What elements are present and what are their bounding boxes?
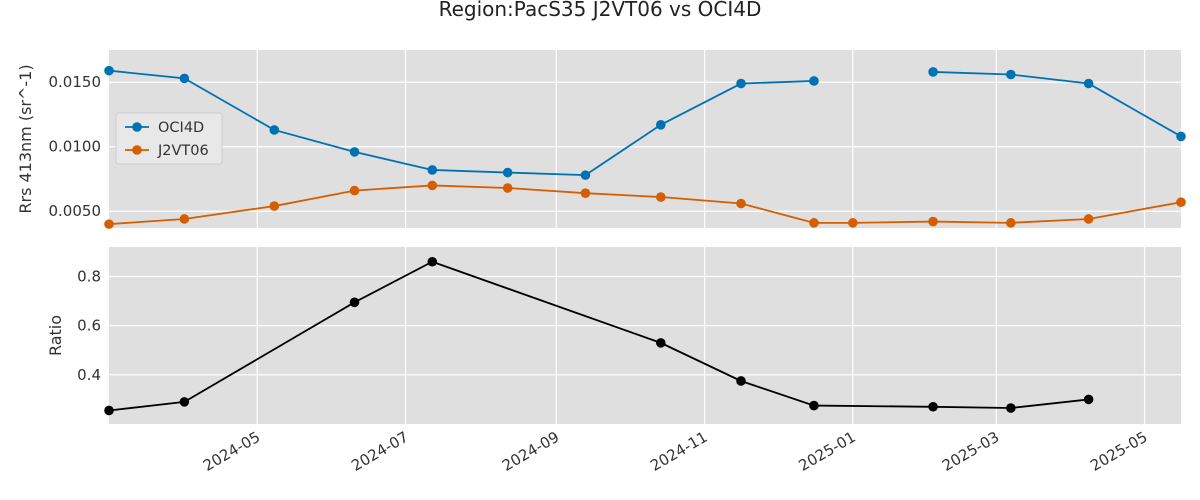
series-J2VT06 [104,180,1186,229]
data-point [1083,214,1094,224]
legend-marker [132,145,142,155]
x-tick-label: 2024-09 [499,428,562,475]
x-tick-label: 2024-05 [200,428,263,475]
data-point [848,218,858,228]
series-OCI4D [104,65,1186,180]
legend-label: J2VT06 [157,143,209,159]
data-point [656,120,666,130]
y-tick-label: 0.6 [77,317,101,335]
data-point [1176,197,1186,208]
data-point [736,78,746,89]
data-point [269,201,280,211]
data-point [427,256,438,267]
x-tick-label: 2025-01 [796,428,859,475]
data-point [1176,131,1186,142]
data-point [809,76,819,86]
x-tick-label: 2025-03 [939,428,1002,475]
data-point [269,125,280,135]
data-point [1006,69,1016,80]
data-point [179,73,190,84]
data-point [809,400,819,411]
panel-background-1 [109,247,1181,424]
y-tick-label: 0.4 [77,366,101,384]
y-tick-label: 0.0150 [49,73,102,91]
y-tick-label: 0.0050 [49,202,102,220]
data-point [427,165,438,175]
data-point [928,401,938,412]
data-point [104,219,114,229]
legend-label: OCI4D [158,120,204,136]
series-ratio [104,256,1094,416]
data-point [1083,394,1094,405]
x-tick-label: 2025-05 [1087,428,1150,475]
panel-background-0 [109,50,1181,228]
data-point [656,338,666,348]
data-point [179,214,190,224]
y-axis-label: Ratio [46,315,65,356]
data-point [656,192,666,202]
data-point [736,376,746,386]
data-point [104,65,114,76]
data-point [349,297,360,308]
data-point [928,67,938,77]
series-line [108,260,1089,412]
data-point [580,188,591,198]
data-point [1083,78,1094,89]
data-point [928,216,938,227]
legend: OCI4D J2VT06 [115,112,223,165]
chart-title: Region:PacS35 J2VT06 vs OCI4D [439,0,762,21]
series-line [108,69,1182,177]
data-point [349,185,360,196]
y-tick-label: 0.8 [77,268,101,286]
data-point [1006,403,1016,413]
data-point [179,397,190,407]
legend-box [115,112,223,165]
x-tick-label: 2024-11 [647,428,710,475]
x-tick-label: 2024-07 [348,428,411,475]
data-point [1006,218,1016,228]
data-point [736,198,746,209]
legend-marker [132,122,142,132]
y-tick-label: 0.0100 [49,138,102,156]
data-point [349,147,360,157]
data-point [580,170,591,180]
data-point [502,183,513,193]
data-point [427,180,438,191]
y-axis-label: Rrs 413nm (sr^-1) [16,64,35,213]
data-point [104,405,114,416]
data-point [502,167,513,178]
data-point [809,218,819,228]
